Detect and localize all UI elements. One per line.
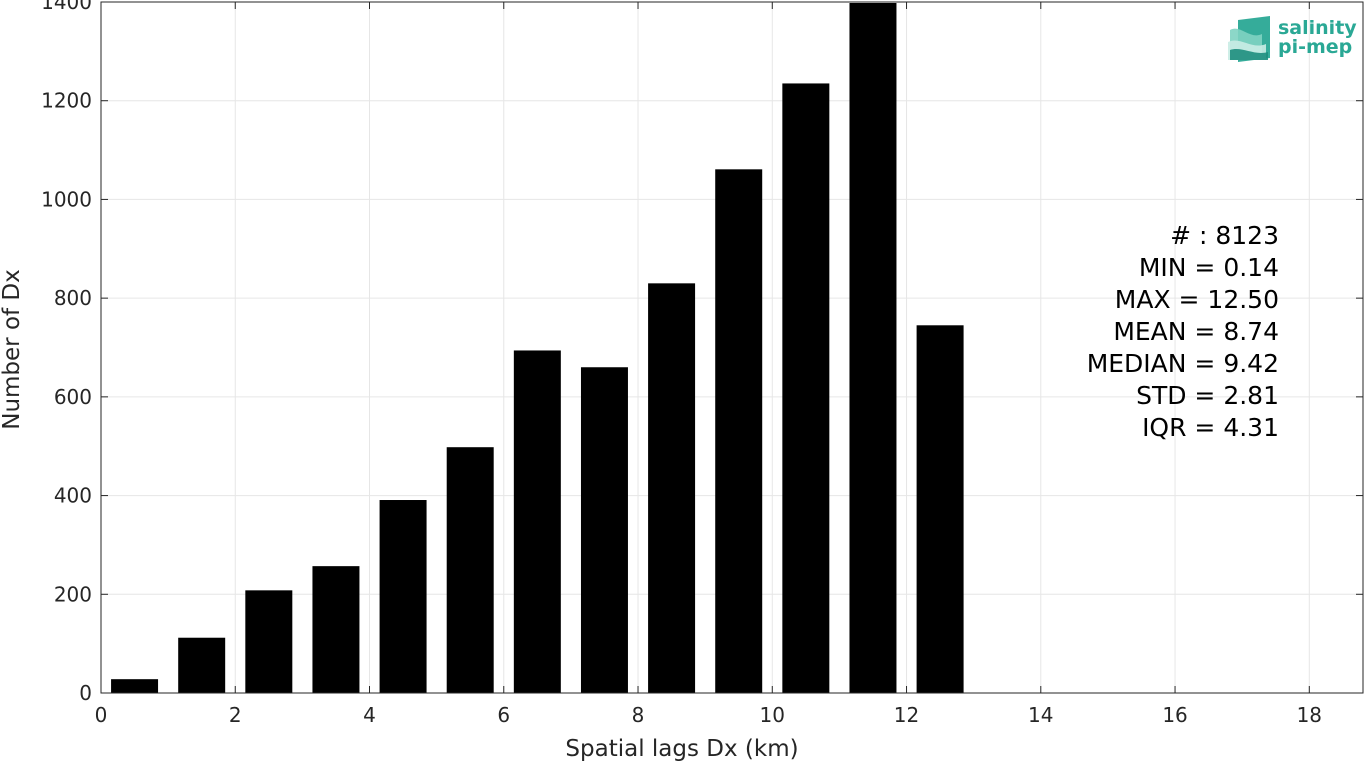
bar-12 xyxy=(916,325,964,693)
x-tick-label-8: 16 xyxy=(1162,703,1187,727)
logo-waves-icon xyxy=(1228,16,1270,62)
x-axis-label: Spatial lags Dx (km) xyxy=(565,736,798,762)
x-tick-label-5: 10 xyxy=(760,703,785,727)
stats-line-5: STD = 2.81 xyxy=(1136,381,1279,410)
y-tick-label-1: 200 xyxy=(54,582,92,606)
bar-11 xyxy=(849,2,897,694)
y-tick-label-3: 600 xyxy=(54,385,92,409)
x-axis-ticks: 0 2 4 6 8 10 12 14 16 18 xyxy=(95,2,1322,727)
salinity-pi-mep-logo: salinity pi-mep xyxy=(1228,16,1357,62)
bar-6 xyxy=(513,350,561,693)
x-tick-label-3: 6 xyxy=(497,703,510,727)
y-tick-label-4: 800 xyxy=(54,286,92,310)
bar-5 xyxy=(446,447,494,693)
y-tick-label-0: 0 xyxy=(79,681,92,705)
bar-0 xyxy=(111,679,159,693)
x-tick-label-6: 12 xyxy=(894,703,919,727)
x-tick-label-4: 8 xyxy=(632,703,645,727)
stats-line-3: MEAN = 8.74 xyxy=(1113,317,1279,346)
bars xyxy=(111,2,964,694)
bar-10 xyxy=(782,83,830,694)
bar-1 xyxy=(178,637,226,693)
bar-7 xyxy=(580,367,628,693)
x-tick-label-1: 2 xyxy=(229,703,242,727)
x-tick-label-7: 14 xyxy=(1028,703,1053,727)
stats-line-0: # : 8123 xyxy=(1170,221,1279,250)
bar-8 xyxy=(648,283,696,693)
bar-2 xyxy=(245,590,293,693)
y-tick-label-2: 400 xyxy=(54,484,92,508)
y-tick-label-6: 1200 xyxy=(41,89,92,113)
x-tick-label-0: 0 xyxy=(95,703,108,727)
y-tick-label-5: 1000 xyxy=(41,187,92,211)
bar-3 xyxy=(312,566,360,693)
y-tick-label-7: 1400 xyxy=(41,0,92,14)
y-axis-ticks: 0 200 400 600 800 1000 1200 1400 xyxy=(41,0,1363,705)
stats-line-2: MAX = 12.50 xyxy=(1115,285,1279,314)
x-tick-label-2: 4 xyxy=(363,703,376,727)
stats-line-6: IQR = 4.31 xyxy=(1142,413,1279,442)
axes-box xyxy=(100,1,1364,694)
logo-text-line1: salinity xyxy=(1278,17,1357,39)
bar-4 xyxy=(379,500,427,693)
statistics-annotation: # : 8123 MIN = 0.14 MAX = 12.50 MEAN = 8.74… xyxy=(1087,221,1279,442)
stats-line-1: MIN = 0.14 xyxy=(1139,253,1279,282)
bar-9 xyxy=(715,169,763,694)
logo-text-line2: pi-mep xyxy=(1278,36,1352,58)
y-axis-label: Number of Dx xyxy=(0,269,25,430)
stats-line-4: MEDIAN = 9.42 xyxy=(1087,349,1279,378)
x-tick-label-9: 18 xyxy=(1297,703,1322,727)
